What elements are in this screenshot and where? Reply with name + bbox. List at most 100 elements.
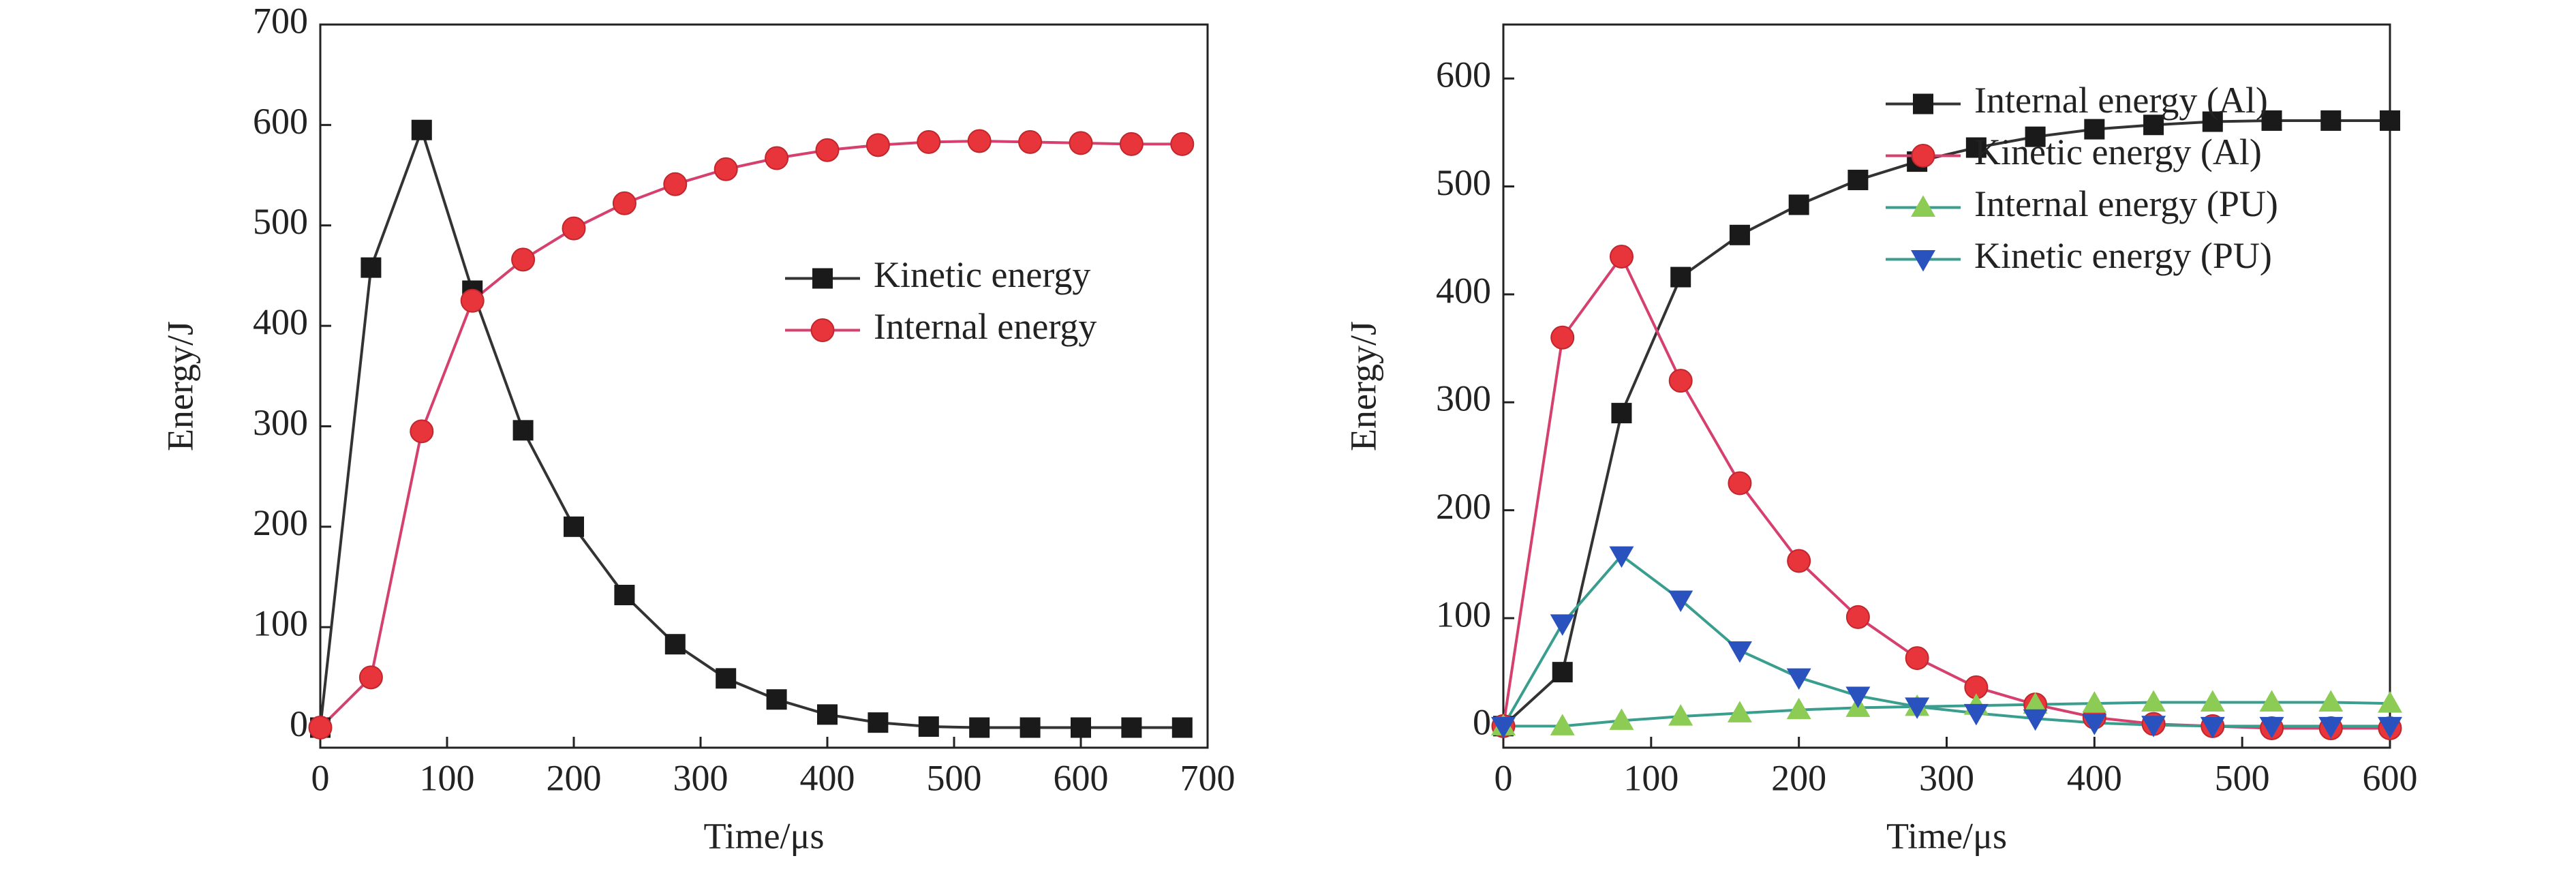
marker [614,585,635,606]
marker [361,257,382,278]
marker [410,419,434,444]
marker [1905,646,1929,671]
legend-marker [1911,250,1935,272]
x-tick-label: 600 [2363,757,2418,798]
marker [1491,716,1516,739]
y-axis-label: Energy/J [159,321,200,451]
marker [918,716,939,737]
marker [1552,662,1573,683]
marker [2259,690,2284,712]
marker [1727,641,1752,663]
marker [1609,708,1634,730]
marker [2318,716,2344,739]
marker [865,133,890,157]
marker [2259,716,2284,739]
y-tick-label: 100 [253,603,308,644]
marker [1668,590,1693,613]
y-tick-label: 600 [253,101,308,142]
marker [2202,111,2223,132]
legend-marker [810,318,835,342]
legend-label: Internal energy [874,306,1097,347]
x-tick-label: 600 [1054,757,1109,798]
x-tick-label: 500 [2215,757,2270,798]
marker [2082,691,2107,713]
x-axis-label: Time/μs [1886,815,2007,856]
marker [815,138,840,162]
series-line [1502,254,2390,730]
marker [1550,714,1575,735]
marker [1071,717,1091,738]
marker [2084,119,2105,140]
legend-label: Internal energy (PU) [1974,183,2278,224]
marker [1847,170,1869,191]
y-tick-label: 400 [1436,270,1491,311]
legend-marker [1911,144,1935,168]
plot-frame [319,23,1209,749]
marker [1786,697,1811,720]
marker [766,689,787,710]
y-tick-label: 400 [253,301,308,342]
legend-label: Internal energy (Al) [1974,80,2268,121]
marker [1728,471,1752,496]
y-tick-label: 700 [253,0,308,41]
marker [1611,403,1632,424]
x-tick-label: 700 [1180,757,1236,798]
y-tick-label: 500 [253,201,308,242]
marker [2378,716,2402,739]
legend-label: Kinetic energy (PU) [1974,235,2272,276]
marker [1668,704,1693,726]
marker [765,146,789,170]
marker [1119,132,1144,156]
x-tick-label: 200 [1771,757,1826,798]
marker [1727,701,1752,722]
marker [663,172,688,196]
marker [512,420,534,441]
series-line [1502,553,2390,728]
marker [2200,716,2225,739]
y-tick-label: 0 [290,703,308,744]
marker [2261,110,2282,131]
x-tick-label: 0 [1494,757,1513,798]
y-tick-label: 600 [1436,55,1491,95]
legend-marker [812,268,833,289]
marker [612,191,637,215]
marker [1069,131,1093,155]
marker [917,129,941,154]
marker [2141,690,2166,712]
marker [564,516,584,537]
marker [1170,132,1195,156]
x-tick-label: 0 [311,757,330,798]
series-line [319,125,1182,729]
marker [1963,703,1989,726]
marker [1668,369,1693,393]
marker [562,216,586,241]
marker [967,129,992,153]
marker [1965,137,1987,158]
marker [1609,244,1634,269]
marker [2025,126,2046,147]
legend-label: Kinetic energy [874,254,1090,295]
x-tick-label: 100 [1623,757,1678,798]
marker [1609,546,1634,568]
marker [1670,266,1691,288]
marker [1786,668,1811,690]
marker [2380,110,2400,131]
marker [1121,717,1142,738]
y-tick-label: 300 [1436,378,1491,419]
x-tick-label: 400 [800,757,855,798]
marker [2023,709,2048,731]
marker [1788,194,1809,215]
x-axis-label: Time/μs [703,815,824,856]
marker [2143,115,2164,136]
marker [817,704,838,725]
marker [2141,716,2166,737]
marker [1905,697,1930,719]
marker [714,157,738,181]
marker [2320,110,2342,131]
marker [2318,690,2344,712]
marker [358,665,383,690]
y-tick-label: 300 [253,402,308,443]
marker [1018,129,1043,154]
marker [664,634,686,655]
